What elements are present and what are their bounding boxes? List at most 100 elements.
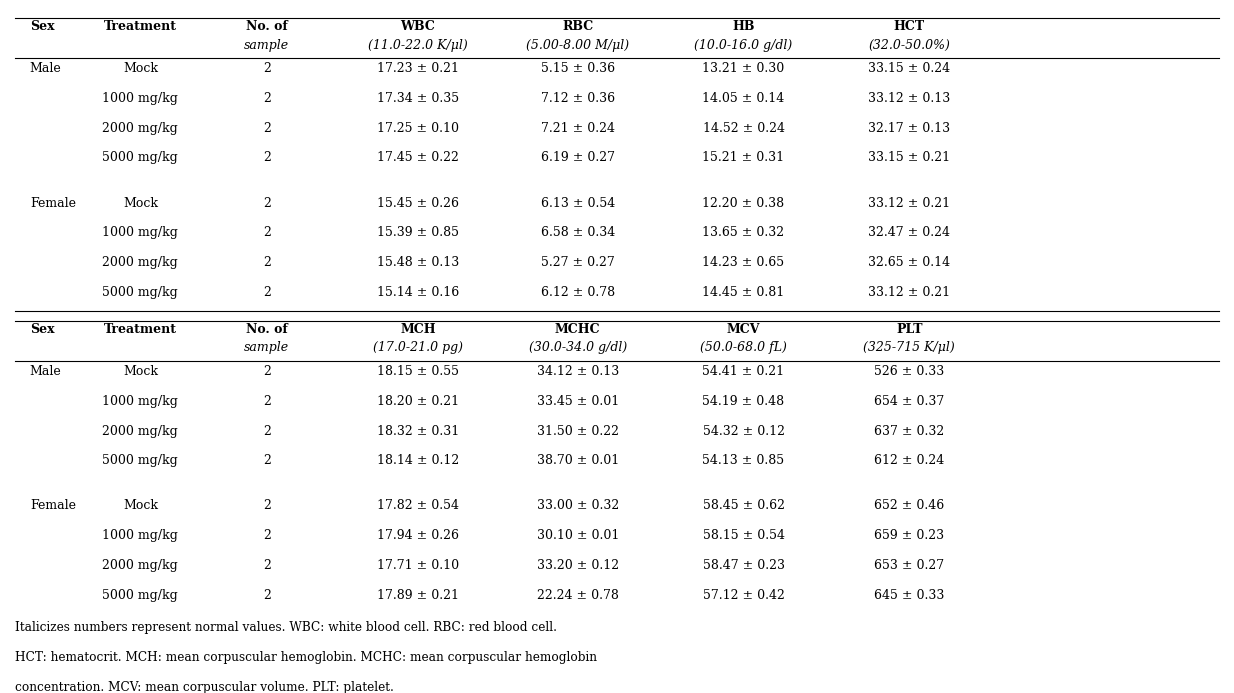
Text: 2: 2 (263, 152, 270, 164)
Text: 13.65 ± 0.32: 13.65 ± 0.32 (702, 227, 785, 239)
Text: 5.27 ± 0.27: 5.27 ± 0.27 (540, 256, 615, 269)
Text: HCT: HCT (893, 20, 926, 33)
Text: Mock: Mock (123, 197, 158, 209)
Text: 1000 mg/kg: 1000 mg/kg (102, 227, 178, 239)
Text: 33.15 ± 0.21: 33.15 ± 0.21 (869, 152, 950, 164)
Text: Mock: Mock (123, 500, 158, 512)
Text: (5.00-8.00 M/μl): (5.00-8.00 M/μl) (526, 39, 629, 52)
Text: 22.24 ± 0.78: 22.24 ± 0.78 (537, 588, 618, 602)
Text: sample: sample (244, 342, 290, 355)
Text: 18.15 ± 0.55: 18.15 ± 0.55 (378, 365, 459, 378)
Text: 6.58 ± 0.34: 6.58 ± 0.34 (540, 227, 615, 239)
Text: 2: 2 (263, 256, 270, 269)
Text: RBC: RBC (561, 20, 594, 33)
Text: 33.15 ± 0.24: 33.15 ± 0.24 (869, 62, 950, 76)
Text: 7.21 ± 0.24: 7.21 ± 0.24 (540, 122, 615, 134)
Text: 6.19 ± 0.27: 6.19 ± 0.27 (540, 152, 615, 164)
Text: Treatment: Treatment (104, 323, 176, 336)
Text: 15.21 ± 0.31: 15.21 ± 0.31 (702, 152, 785, 164)
Text: Italicizes numbers represent normal values. WBC: white blood cell. RBC: red bloo: Italicizes numbers represent normal valu… (15, 621, 557, 633)
Text: 5000 mg/kg: 5000 mg/kg (102, 588, 178, 602)
Text: 2: 2 (263, 500, 270, 512)
Text: Mock: Mock (123, 365, 158, 378)
Text: 2: 2 (263, 197, 270, 209)
Text: 32.47 ± 0.24: 32.47 ± 0.24 (869, 227, 950, 239)
Text: 2: 2 (263, 395, 270, 408)
Text: 15.14 ± 0.16: 15.14 ± 0.16 (376, 286, 459, 299)
Text: 5.15 ± 0.36: 5.15 ± 0.36 (540, 62, 615, 76)
Text: 2: 2 (263, 227, 270, 239)
Text: 2000 mg/kg: 2000 mg/kg (102, 425, 178, 437)
Text: 2000 mg/kg: 2000 mg/kg (102, 256, 178, 269)
Text: (11.0-22.0 K/μl): (11.0-22.0 K/μl) (368, 39, 468, 52)
Text: 654 ± 0.37: 654 ± 0.37 (874, 395, 944, 408)
Text: 659 ± 0.23: 659 ± 0.23 (875, 529, 944, 542)
Text: 6.12 ± 0.78: 6.12 ± 0.78 (540, 286, 615, 299)
Text: 18.32 ± 0.31: 18.32 ± 0.31 (376, 425, 459, 437)
Text: 14.23 ± 0.65: 14.23 ± 0.65 (702, 256, 785, 269)
Text: 2: 2 (263, 92, 270, 105)
Text: 33.12 ± 0.13: 33.12 ± 0.13 (869, 92, 950, 105)
Text: 15.39 ± 0.85: 15.39 ± 0.85 (378, 227, 459, 239)
Text: 2000 mg/kg: 2000 mg/kg (102, 559, 178, 572)
Text: 31.50 ± 0.22: 31.50 ± 0.22 (537, 425, 618, 437)
Text: Male: Male (30, 365, 62, 378)
Text: 17.71 ± 0.10: 17.71 ± 0.10 (376, 559, 459, 572)
Text: 17.82 ± 0.54: 17.82 ± 0.54 (378, 500, 459, 512)
Text: (50.0-68.0 fL): (50.0-68.0 fL) (700, 342, 787, 355)
Text: 2: 2 (263, 529, 270, 542)
Text: HCT: hematocrit. MCH: mean corpuscular hemoglobin. MCHC: mean corpuscular hemogl: HCT: hematocrit. MCH: mean corpuscular h… (15, 651, 597, 664)
Text: 17.23 ± 0.21: 17.23 ± 0.21 (378, 62, 459, 76)
Text: 58.45 ± 0.62: 58.45 ± 0.62 (702, 500, 785, 512)
Text: 1000 mg/kg: 1000 mg/kg (102, 92, 178, 105)
Text: 2: 2 (263, 559, 270, 572)
Text: 17.45 ± 0.22: 17.45 ± 0.22 (378, 152, 459, 164)
Text: 2: 2 (263, 455, 270, 467)
Text: 32.65 ± 0.14: 32.65 ± 0.14 (869, 256, 950, 269)
Text: 2000 mg/kg: 2000 mg/kg (102, 122, 178, 134)
Text: 637 ± 0.32: 637 ± 0.32 (874, 425, 944, 437)
Text: 2: 2 (263, 62, 270, 76)
Text: 526 ± 0.33: 526 ± 0.33 (874, 365, 944, 378)
Text: No. of: No. of (246, 20, 288, 33)
Text: 33.12 ± 0.21: 33.12 ± 0.21 (869, 286, 950, 299)
Text: 5000 mg/kg: 5000 mg/kg (102, 286, 178, 299)
Text: 18.14 ± 0.12: 18.14 ± 0.12 (376, 455, 459, 467)
Text: 34.12 ± 0.13: 34.12 ± 0.13 (537, 365, 618, 378)
Text: Sex: Sex (30, 20, 54, 33)
Text: (30.0-34.0 g/dl): (30.0-34.0 g/dl) (528, 342, 627, 355)
Text: 2: 2 (263, 425, 270, 437)
Text: Treatment: Treatment (104, 20, 176, 33)
Text: 33.20 ± 0.12: 33.20 ± 0.12 (537, 559, 618, 572)
Text: 17.25 ± 0.10: 17.25 ± 0.10 (378, 122, 459, 134)
Text: WBC: WBC (401, 20, 436, 33)
Text: 1000 mg/kg: 1000 mg/kg (102, 395, 178, 408)
Text: 2: 2 (263, 365, 270, 378)
Text: (10.0-16.0 g/dl): (10.0-16.0 g/dl) (695, 39, 792, 52)
Text: (32.0-50.0%): (32.0-50.0%) (869, 39, 950, 52)
Text: MCH: MCH (400, 323, 436, 336)
Text: 58.47 ± 0.23: 58.47 ± 0.23 (702, 559, 785, 572)
Text: 2: 2 (263, 122, 270, 134)
Text: MCHC: MCHC (555, 323, 601, 336)
Text: 18.20 ± 0.21: 18.20 ± 0.21 (376, 395, 459, 408)
Text: 1000 mg/kg: 1000 mg/kg (102, 529, 178, 542)
Text: 58.15 ± 0.54: 58.15 ± 0.54 (702, 529, 785, 542)
Text: (325-715 K/μl): (325-715 K/μl) (864, 342, 955, 355)
Text: 38.70 ± 0.01: 38.70 ± 0.01 (537, 455, 618, 467)
Text: PLT: PLT (896, 323, 923, 336)
Text: sample: sample (244, 39, 290, 52)
Text: Female: Female (30, 197, 75, 209)
Text: 12.20 ± 0.38: 12.20 ± 0.38 (702, 197, 785, 209)
Text: 54.19 ± 0.48: 54.19 ± 0.48 (702, 395, 785, 408)
Text: Female: Female (30, 500, 75, 512)
Text: 15.45 ± 0.26: 15.45 ± 0.26 (378, 197, 459, 209)
Text: 6.13 ± 0.54: 6.13 ± 0.54 (540, 197, 615, 209)
Text: 13.21 ± 0.30: 13.21 ± 0.30 (702, 62, 785, 76)
Text: 54.41 ± 0.21: 54.41 ± 0.21 (702, 365, 785, 378)
Text: 5000 mg/kg: 5000 mg/kg (102, 152, 178, 164)
Text: 5000 mg/kg: 5000 mg/kg (102, 455, 178, 467)
Text: 54.13 ± 0.85: 54.13 ± 0.85 (702, 455, 785, 467)
Text: 30.10 ± 0.01: 30.10 ± 0.01 (537, 529, 619, 542)
Text: 57.12 ± 0.42: 57.12 ± 0.42 (702, 588, 785, 602)
